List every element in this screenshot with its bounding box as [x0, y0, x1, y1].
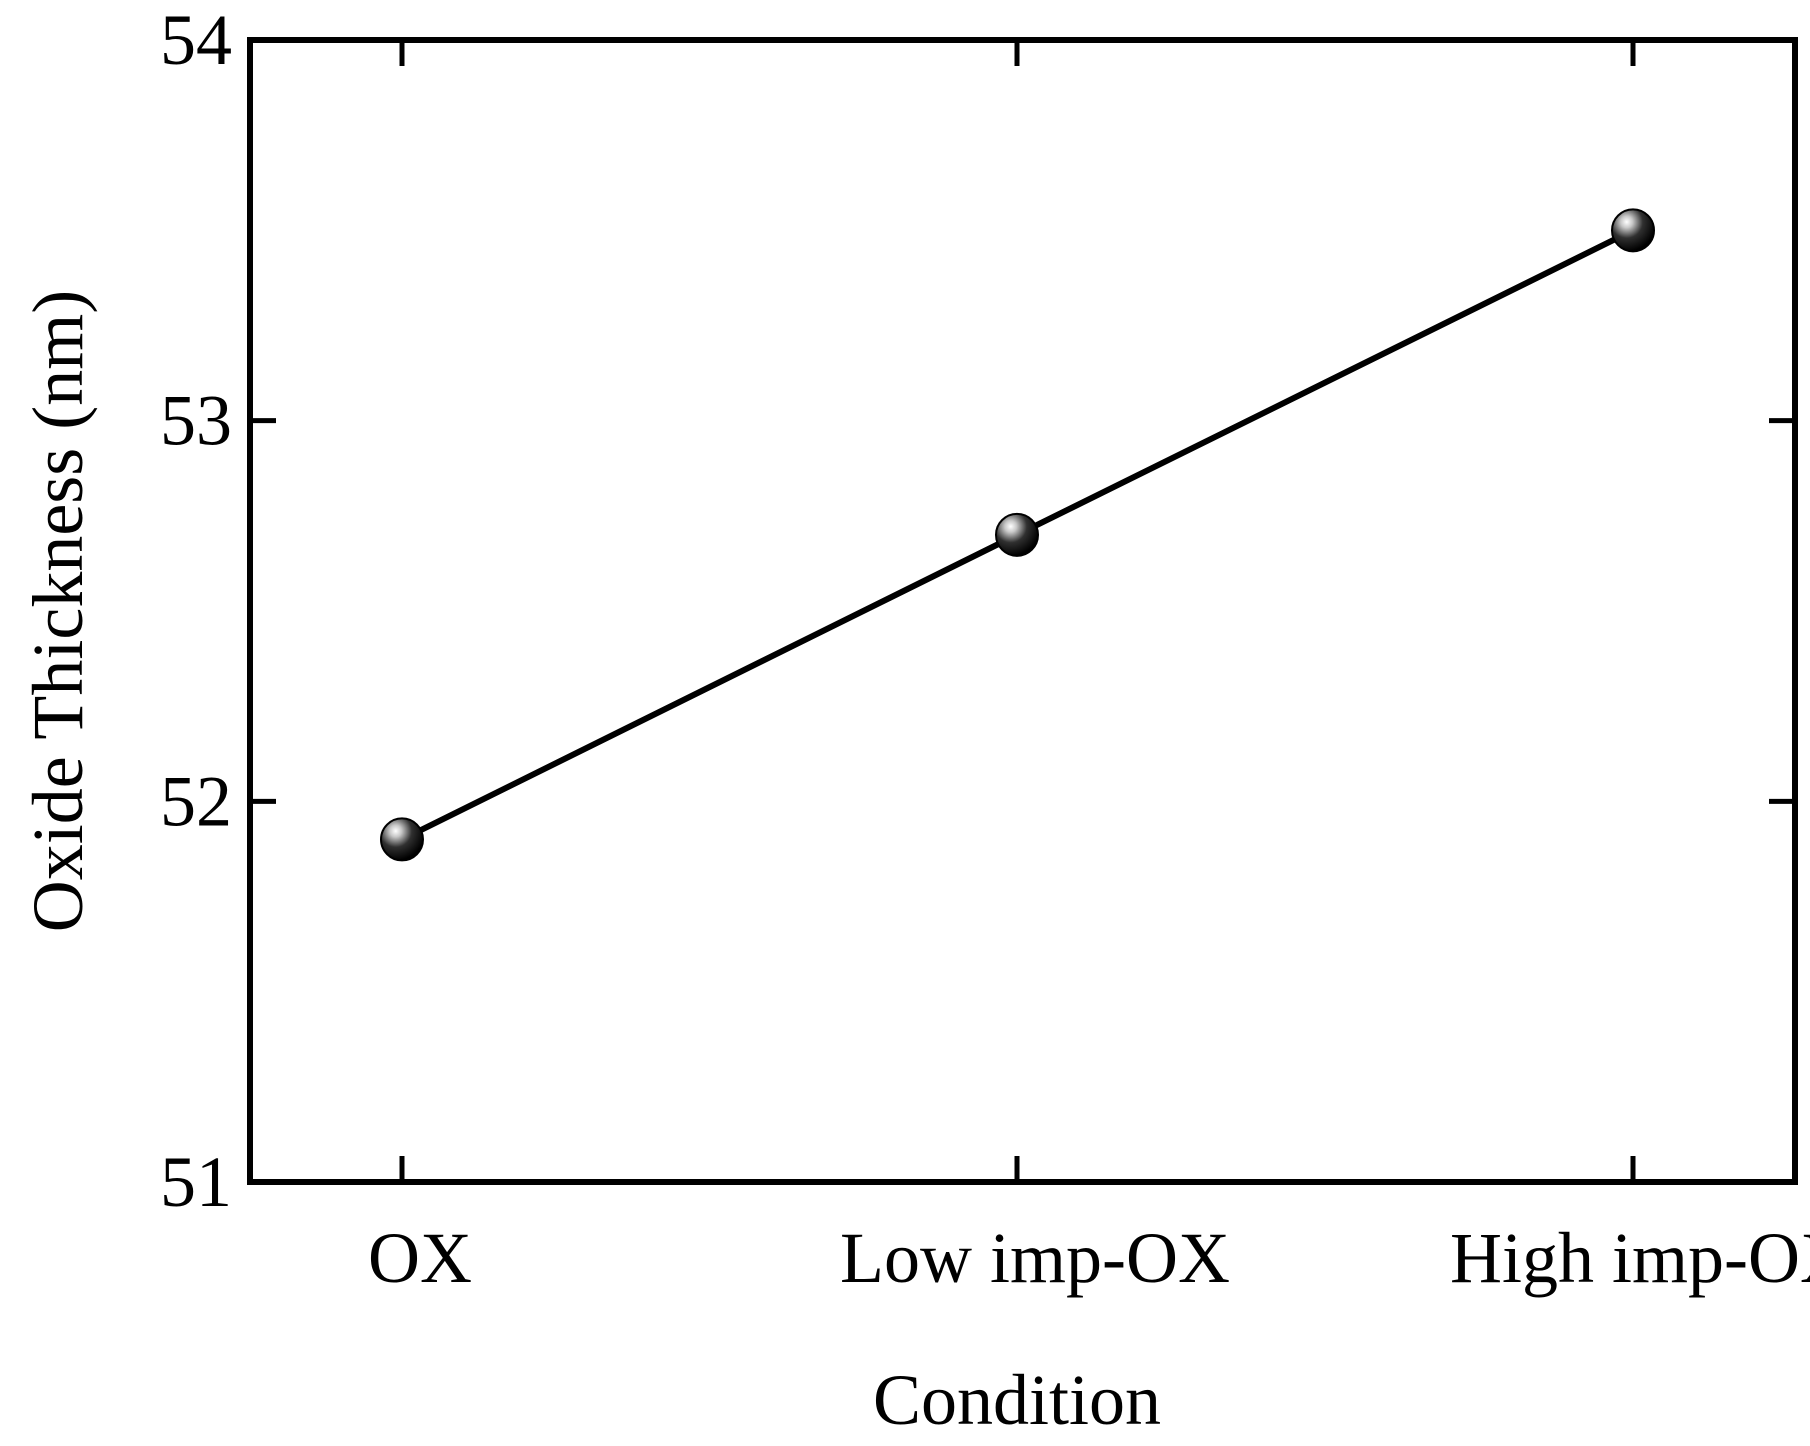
series-group	[380, 208, 1655, 862]
y-axis-title: Oxide Thickness (nm)	[18, 290, 98, 933]
y-tick-label: 52	[160, 761, 232, 841]
x-tick-label: OX	[368, 1218, 472, 1298]
x-axis-title: Condition	[873, 1360, 1161, 1440]
x-tick-label: Low imp-OX	[840, 1218, 1230, 1298]
plot-frame	[247, 37, 1798, 1185]
y-tick-label: 54	[160, 0, 232, 80]
y-tick-label: 51	[160, 1142, 232, 1222]
y-axis-title-group: Oxide Thickness (nm)	[18, 290, 98, 933]
x-tick-label: High imp-OX	[1450, 1218, 1810, 1298]
data-point	[1611, 208, 1655, 253]
x-axis-ticks: OX Low imp-OX High imp-OX	[368, 40, 1810, 1298]
y-tick-label: 53	[160, 381, 232, 461]
data-point	[380, 817, 424, 862]
data-point	[995, 512, 1039, 557]
y-axis-ticks: 51 52 53 54	[160, 0, 1795, 1222]
